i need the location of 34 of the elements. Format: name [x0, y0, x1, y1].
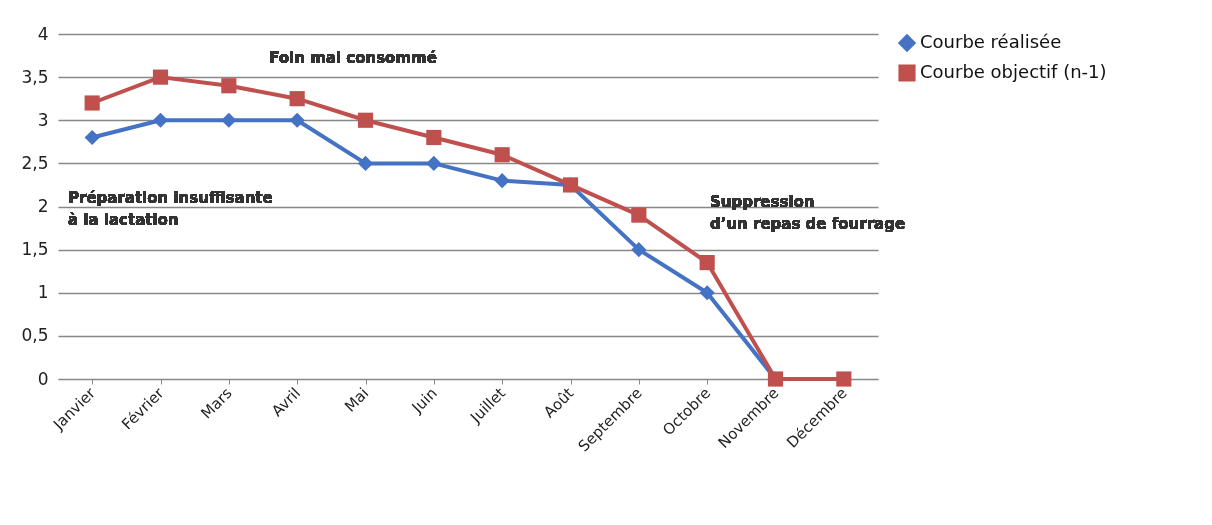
- point: [631, 207, 647, 223]
- annotation: Foin mal consommé: [269, 49, 437, 67]
- y-tick-label: 0: [37, 368, 49, 389]
- point: [699, 285, 715, 301]
- point: [494, 147, 510, 163]
- annotation: Préparation insuffisante à la lactation: [68, 189, 273, 229]
- x-tick-label: Mai: [341, 384, 373, 416]
- legend-label: Courbe réalisée: [920, 31, 1062, 52]
- point: [221, 78, 237, 94]
- point: [84, 95, 100, 111]
- y-tick-label: 1,5: [21, 239, 49, 260]
- point: [699, 254, 715, 271]
- annotation: Suppression d’un repas de fourrage: [710, 193, 906, 233]
- point: [289, 112, 305, 128]
- y-tick-label: 4: [37, 23, 49, 44]
- y-tick-label: 0,5: [21, 325, 49, 346]
- point: [836, 371, 852, 387]
- point: [152, 69, 169, 85]
- legend-label: Courbe objectif (n-1): [920, 61, 1107, 82]
- point: [289, 91, 305, 107]
- y-tick-label: 2: [37, 196, 49, 216]
- y-tick-label: 3: [37, 109, 49, 130]
- point: [426, 155, 442, 171]
- y-tick-label: 2,5: [21, 152, 49, 173]
- y-tick-label: 1: [37, 282, 49, 303]
- point: [84, 129, 100, 146]
- point: [426, 129, 442, 146]
- point: [357, 155, 374, 171]
- point: [152, 112, 169, 128]
- point: [221, 112, 237, 128]
- point: [494, 173, 510, 189]
- point: [631, 242, 647, 258]
- y-tick-label: 3,5: [21, 66, 49, 87]
- point: [357, 112, 374, 128]
